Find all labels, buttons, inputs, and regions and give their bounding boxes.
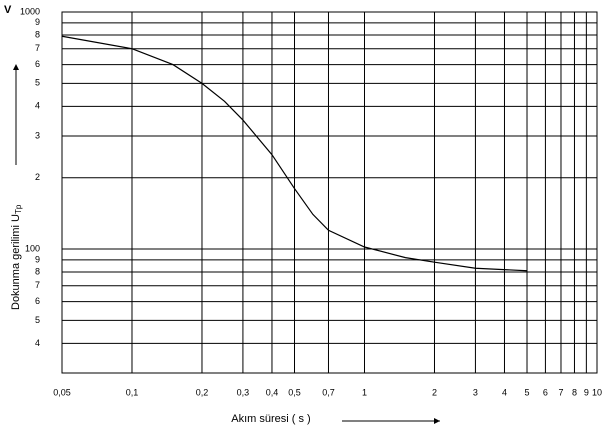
x-tick-label: 10 — [592, 387, 602, 397]
x-arrow-head — [434, 418, 440, 424]
x-tick-label: 8 — [572, 387, 577, 397]
x-tick-label: 4 — [502, 387, 507, 397]
y-tick-label: 4 — [35, 101, 40, 111]
x-axis-title: Akım süresi ( s ) — [231, 413, 310, 425]
y-tick-label: 4 — [35, 338, 40, 348]
y-tick-label: 3 — [35, 130, 40, 140]
x-tick-label: 0,2 — [196, 387, 209, 397]
x-tick-label: 5 — [525, 387, 530, 397]
x-tick-label: 0,1 — [126, 387, 139, 397]
x-tick-label: 2 — [432, 387, 437, 397]
y-tick-label: 8 — [35, 29, 40, 39]
y-tick-label: 7 — [35, 43, 40, 53]
x-tick-label: 0,3 — [237, 387, 250, 397]
y-tick-label: 6 — [35, 59, 40, 69]
y-tick-label: 100 — [25, 243, 40, 253]
x-tick-label: 9 — [584, 387, 589, 397]
y-tick-label: 9 — [35, 254, 40, 264]
x-tick-label: 0,05 — [53, 387, 71, 397]
y-tick-label: 5 — [35, 315, 40, 325]
curve — [61, 35, 528, 272]
y-arrow-head — [13, 64, 19, 70]
y-axis-title: Dokunma gerilimi UTp — [10, 204, 23, 310]
x-tick-label: 1 — [362, 387, 367, 397]
x-tick-label: 6 — [543, 387, 548, 397]
y-axis-title-main: Dokunma gerilimi U — [10, 214, 22, 310]
y-unit: V — [4, 4, 12, 16]
y-tick-label: 6 — [35, 296, 40, 306]
x-tick-label: 0,5 — [288, 387, 301, 397]
y-tick-label: 9 — [35, 17, 40, 27]
x-tick-label: 0,7 — [322, 387, 335, 397]
y-axis-title-text: Dokunma gerilimi UTp — [10, 204, 23, 310]
x-tick-label: 3 — [473, 387, 478, 397]
y-tick-label: 2 — [35, 172, 40, 182]
x-tick-label: 0,4 — [266, 387, 279, 397]
y-tick-label: 1000 — [20, 6, 40, 16]
y-tick-label: 5 — [35, 78, 40, 88]
y-tick-label: 8 — [35, 266, 40, 276]
y-axis-title-sub: Tp — [14, 204, 23, 214]
plot-frame — [61, 11, 598, 374]
x-tick-label: 7 — [558, 387, 563, 397]
y-tick-label: 7 — [35, 280, 40, 290]
